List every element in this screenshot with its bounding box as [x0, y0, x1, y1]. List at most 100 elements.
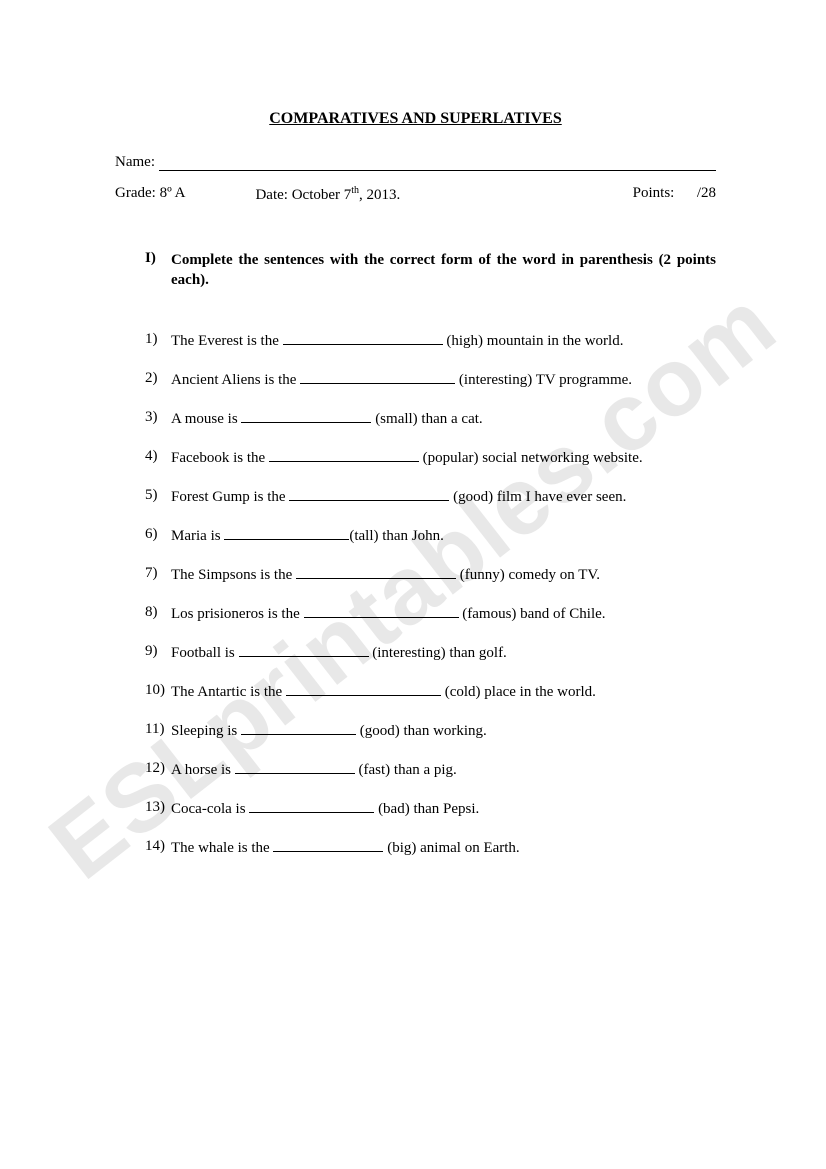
question-before: Maria is: [171, 528, 224, 544]
answer-blank[interactable]: [300, 370, 455, 384]
question-number: 5): [145, 487, 171, 506]
instruction-marker: I): [145, 250, 171, 291]
question-after: (good) film I have ever seen.: [449, 489, 626, 505]
question-text: Los prisioneros is the (famous) band of …: [171, 604, 606, 623]
grade-cell: Grade: 8º A: [115, 185, 185, 204]
question-row: 13)Coca-cola is (bad) than Pepsi.: [145, 799, 716, 818]
answer-blank[interactable]: [241, 409, 371, 423]
question-number: 8): [145, 604, 171, 623]
question-text: The Simpsons is the (funny) comedy on TV…: [171, 565, 600, 584]
question-before: Ancient Aliens is the: [171, 372, 300, 388]
date-value-prefix: October 7: [292, 187, 352, 203]
answer-blank[interactable]: [286, 682, 441, 696]
question-number: 1): [145, 331, 171, 350]
answer-blank[interactable]: [283, 331, 443, 345]
questions-list: 1)The Everest is the (high) mountain in …: [145, 331, 716, 857]
question-after: (big) animal on Earth.: [383, 840, 519, 856]
question-before: Forest Gump is the: [171, 489, 289, 505]
answer-blank[interactable]: [241, 721, 356, 735]
answer-blank[interactable]: [296, 565, 456, 579]
question-number: 3): [145, 409, 171, 428]
question-number: 11): [145, 721, 171, 740]
question-text: A horse is (fast) than a pig.: [171, 760, 457, 779]
name-row: Name:: [115, 154, 716, 171]
answer-blank[interactable]: [224, 526, 349, 540]
worksheet-page: ESLprintables.com COMPARATIVES AND SUPER…: [0, 0, 826, 1169]
question-before: The Simpsons is the: [171, 567, 296, 583]
question-before: The Everest is the: [171, 333, 283, 349]
question-after: (small) than a cat.: [371, 411, 482, 427]
question-before: The Antartic is the: [171, 684, 286, 700]
name-blank-line[interactable]: [159, 155, 716, 171]
question-after: (interesting) TV programme.: [455, 372, 632, 388]
date-value-suffix: th: [351, 185, 359, 196]
question-text: Football is (interesting) than golf.: [171, 643, 507, 662]
question-row: 1)The Everest is the (high) mountain in …: [145, 331, 716, 350]
question-text: Forest Gump is the (good) film I have ev…: [171, 487, 626, 506]
question-after: (high) mountain in the world.: [443, 333, 624, 349]
question-row: 8)Los prisioneros is the (famous) band o…: [145, 604, 716, 623]
question-text: A mouse is (small) than a cat.: [171, 409, 483, 428]
question-before: Football is: [171, 645, 239, 661]
question-text: The Antartic is the (cold) place in the …: [171, 682, 596, 701]
question-row: 6)Maria is (tall) than John.: [145, 526, 716, 545]
grade-label: Grade:: [115, 185, 156, 201]
points-total: /28: [697, 185, 716, 201]
question-text: Sleeping is (good) than working.: [171, 721, 487, 740]
date-value-tail: , 2013.: [359, 187, 400, 203]
question-number: 7): [145, 565, 171, 584]
question-number: 12): [145, 760, 171, 779]
question-after: (interesting) than golf.: [369, 645, 507, 661]
question-row: 12)A horse is (fast) than a pig.: [145, 760, 716, 779]
question-number: 4): [145, 448, 171, 467]
question-number: 6): [145, 526, 171, 545]
question-before: Los prisioneros is the: [171, 606, 304, 622]
question-number: 2): [145, 370, 171, 389]
question-text: Maria is (tall) than John.: [171, 526, 444, 545]
question-row: 3)A mouse is (small) than a cat.: [145, 409, 716, 428]
points-cell: Points: /28: [633, 185, 716, 204]
question-before: The whale is the: [171, 840, 273, 856]
question-before: Sleeping is: [171, 723, 241, 739]
answer-blank[interactable]: [269, 448, 419, 462]
question-text: Facebook is the (popular) social network…: [171, 448, 643, 467]
question-after: (cold) place in the world.: [441, 684, 596, 700]
question-before: Coca-cola is: [171, 801, 249, 817]
question-row: 4)Facebook is the (popular) social netwo…: [145, 448, 716, 467]
question-row: 7)The Simpsons is the (funny) comedy on …: [145, 565, 716, 584]
question-row: 9)Football is (interesting) than golf.: [145, 643, 716, 662]
question-row: 5)Forest Gump is the (good) film I have …: [145, 487, 716, 506]
question-row: 11)Sleeping is (good) than working.: [145, 721, 716, 740]
points-label: Points:: [633, 185, 675, 201]
question-number: 13): [145, 799, 171, 818]
question-after: (popular) social networking website.: [419, 450, 643, 466]
answer-blank[interactable]: [235, 760, 355, 774]
date-label: Date:: [255, 187, 287, 203]
question-text: Ancient Aliens is the (interesting) TV p…: [171, 370, 632, 389]
info-row: Grade: 8º A Date: October 7th, 2013. Poi…: [115, 185, 716, 204]
answer-blank[interactable]: [273, 838, 383, 852]
question-after: (tall) than John.: [349, 528, 444, 544]
question-after: (famous) band of Chile.: [459, 606, 606, 622]
date-cell: Date: October 7th, 2013.: [255, 185, 400, 204]
grade-value: 8º A: [160, 185, 186, 201]
question-number: 14): [145, 838, 171, 857]
question-after: (funny) comedy on TV.: [456, 567, 600, 583]
name-label: Name:: [115, 154, 155, 171]
question-number: 10): [145, 682, 171, 701]
answer-blank[interactable]: [289, 487, 449, 501]
instruction-block: I) Complete the sentences with the corre…: [145, 250, 716, 291]
question-before: A mouse is: [171, 411, 241, 427]
question-text: The Everest is the (high) mountain in th…: [171, 331, 623, 350]
question-after: (fast) than a pig.: [355, 762, 457, 778]
answer-blank[interactable]: [239, 643, 369, 657]
answer-blank[interactable]: [304, 604, 459, 618]
question-after: (bad) than Pepsi.: [374, 801, 479, 817]
question-before: A horse is: [171, 762, 235, 778]
instruction-text: Complete the sentences with the correct …: [171, 250, 716, 291]
question-after: (good) than working.: [356, 723, 487, 739]
question-before: Facebook is the: [171, 450, 269, 466]
question-text: Coca-cola is (bad) than Pepsi.: [171, 799, 479, 818]
answer-blank[interactable]: [249, 799, 374, 813]
question-number: 9): [145, 643, 171, 662]
